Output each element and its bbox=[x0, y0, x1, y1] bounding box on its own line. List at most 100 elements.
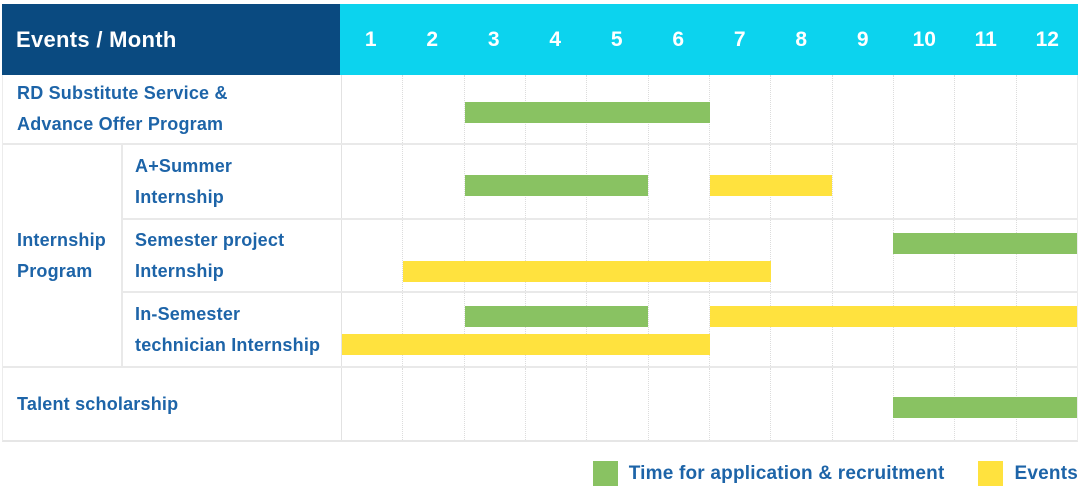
legend-yellow-swatch bbox=[978, 461, 1004, 486]
chart-area-rd-substitute bbox=[341, 75, 1077, 143]
chart-area-a-plus-summer bbox=[341, 145, 1077, 218]
application-bar bbox=[893, 233, 1077, 254]
schedule-table: Events / Month 1 2 3 4 5 6 7 8 9 10 11 12 RD Substi… bbox=[2, 4, 1078, 442]
internship-program-subrows: A+Summer Internship Semester project Int… bbox=[123, 145, 1077, 366]
month-gridcell bbox=[463, 220, 525, 291]
chart-area-semester-project bbox=[341, 220, 1077, 291]
row-rd-substitute-service: RD Substitute Service & Advance Offer Pr… bbox=[3, 75, 1077, 145]
month-gridcell bbox=[892, 220, 954, 291]
chart-area-talent-scholarship bbox=[341, 368, 1077, 440]
month-gridcell bbox=[402, 220, 463, 291]
row-a-plus-summer: A+Summer Internship bbox=[123, 145, 1077, 220]
month-gridcell bbox=[647, 220, 709, 291]
month-header-5: 5 bbox=[610, 27, 623, 51]
month-gridcell bbox=[1015, 75, 1077, 143]
month-gridcell bbox=[708, 368, 770, 440]
month-gridcell bbox=[524, 293, 586, 366]
month-gridcell bbox=[342, 75, 402, 143]
month-gridcell bbox=[1015, 293, 1077, 366]
month-gridcell bbox=[463, 145, 525, 218]
month-header-8: 8 bbox=[795, 27, 808, 51]
month-gridcell bbox=[708, 293, 770, 366]
group-label-internship-program: Internship Program bbox=[3, 145, 123, 366]
month-gridcell bbox=[342, 145, 402, 218]
event-bar bbox=[403, 261, 771, 282]
month-gridcell bbox=[463, 293, 525, 366]
month-gridcell bbox=[402, 75, 463, 143]
row-label-talent-scholarship: Talent scholarship bbox=[17, 393, 179, 414]
month-header-12: 12 bbox=[1035, 27, 1059, 51]
month-header-6: 6 bbox=[672, 27, 685, 51]
month-gridcell bbox=[770, 368, 831, 440]
row-talent-scholarship: Talent scholarship bbox=[3, 366, 1077, 440]
month-gridcell bbox=[954, 293, 1015, 366]
month-gridcell bbox=[831, 75, 893, 143]
month-gridcell bbox=[586, 368, 647, 440]
month-gridcell bbox=[647, 368, 709, 440]
row-label-semester-project: Semester project Internship bbox=[135, 229, 285, 281]
month-gridcell bbox=[770, 293, 831, 366]
month-gridcell bbox=[892, 293, 954, 366]
month-gridcell bbox=[892, 75, 954, 143]
month-header-10: 10 bbox=[912, 27, 936, 51]
month-header-11: 11 bbox=[974, 27, 997, 51]
month-gridcell bbox=[954, 145, 1015, 218]
month-gridcell bbox=[402, 368, 463, 440]
month-gridcell bbox=[586, 220, 647, 291]
row-in-semester-technician: In-Semester technician Internship bbox=[123, 293, 1077, 366]
month-header-4: 4 bbox=[549, 27, 562, 51]
month-gridcell bbox=[954, 220, 1015, 291]
month-gridcell bbox=[708, 220, 770, 291]
month-gridcell bbox=[647, 293, 709, 366]
month-gridcell bbox=[586, 293, 647, 366]
month-gridcell bbox=[831, 220, 893, 291]
application-bar bbox=[464, 306, 649, 327]
month-gridcell bbox=[892, 145, 954, 218]
row-label-in-semester-technician: In-Semester technician Internship bbox=[135, 303, 321, 355]
month-gridcell bbox=[770, 220, 831, 291]
row-label-a-plus-summer: A+Summer Internship bbox=[135, 155, 233, 207]
application-bar bbox=[893, 397, 1077, 418]
table-header-row: Events / Month 1 2 3 4 5 6 7 8 9 10 11 12 bbox=[2, 4, 1078, 75]
month-gridcell bbox=[831, 145, 893, 218]
month-header-1: 1 bbox=[364, 27, 377, 51]
legend-green-swatch bbox=[592, 461, 618, 486]
event-bar bbox=[342, 334, 710, 355]
month-header-cells: 1 2 3 4 5 6 7 8 9 10 11 12 bbox=[340, 4, 1078, 75]
month-gridcell bbox=[402, 145, 463, 218]
event-bar bbox=[709, 306, 1077, 327]
month-gridcell bbox=[831, 368, 893, 440]
month-gridcell bbox=[463, 75, 525, 143]
row-semester-project: Semester project Internship bbox=[123, 220, 1077, 293]
month-gridcell bbox=[342, 293, 402, 366]
month-gridcell bbox=[770, 75, 831, 143]
month-gridcell bbox=[831, 293, 893, 366]
legend: Time for application & recruitment Event… bbox=[592, 461, 1078, 486]
month-gridcell bbox=[1015, 220, 1077, 291]
month-gridcell bbox=[1015, 145, 1077, 218]
month-header-7: 7 bbox=[733, 27, 746, 51]
legend-yellow-label: Events bbox=[1014, 462, 1078, 484]
month-gridcell bbox=[342, 220, 402, 291]
month-gridcell bbox=[708, 145, 770, 218]
application-bar bbox=[464, 174, 649, 196]
application-bar bbox=[464, 102, 710, 123]
event-bar bbox=[709, 174, 832, 196]
month-gridcell bbox=[402, 293, 463, 366]
month-gridcell bbox=[708, 75, 770, 143]
row-label-rd-substitute: RD Substitute Service & Advance Offer Pr… bbox=[17, 83, 228, 134]
month-gridcell bbox=[463, 368, 525, 440]
internship-program-group-row: Internship Program A+Summer Internship S… bbox=[3, 145, 1077, 366]
legend-green-label: Time for application & recruitment bbox=[628, 462, 945, 484]
month-gridcell bbox=[954, 75, 1015, 143]
month-header-9: 9 bbox=[856, 27, 869, 51]
table-body: RD Substitute Service & Advance Offer Pr… bbox=[2, 75, 1078, 442]
month-gridcell bbox=[342, 368, 402, 440]
month-gridcell bbox=[647, 145, 709, 218]
chart-area-in-semester-technician bbox=[341, 293, 1077, 366]
month-gridcell bbox=[524, 368, 586, 440]
events-month-header-cell: Events / Month bbox=[2, 4, 340, 75]
month-header-2: 2 bbox=[426, 27, 439, 51]
month-header-3: 3 bbox=[487, 27, 500, 51]
